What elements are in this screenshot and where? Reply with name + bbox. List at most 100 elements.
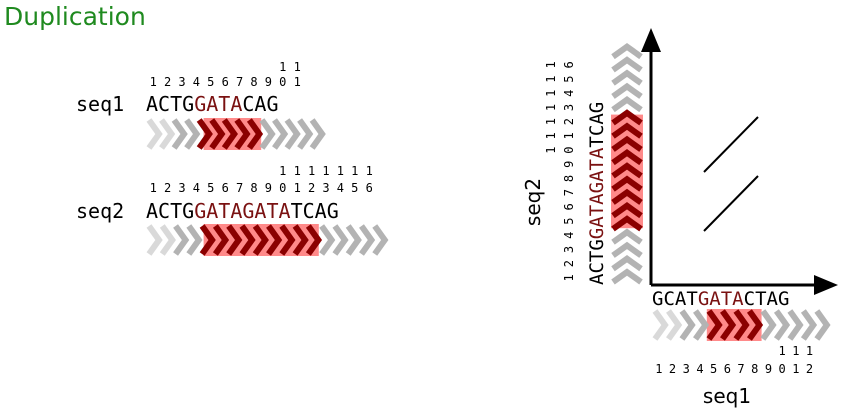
seq2-position-tens-digit: 1 <box>351 164 358 178</box>
y-axis-sequence: ACTGGATAGATATCAG <box>586 102 608 285</box>
x-axis-base: G <box>652 288 663 310</box>
diagram-title: Duplication <box>4 2 146 31</box>
y-axis-chevron-up-icon <box>611 82 643 99</box>
seq2-position-unit-digit: 6 <box>222 181 229 195</box>
y-axis-base: C <box>586 125 608 136</box>
seq1-position-tens-digit: 1 <box>294 60 301 74</box>
seq1-base: A <box>254 92 266 116</box>
seq1-position-tens-digit: 1 <box>279 60 286 74</box>
y-axis-position-unit-digit: 6 <box>562 61 576 68</box>
seq2-chevron-right-icon <box>372 224 389 256</box>
seq1-position-unit-digit: 9 <box>265 75 272 89</box>
y-axis-position-tens-digit: 1 <box>544 104 558 111</box>
seq2-base: A <box>254 199 266 223</box>
y-axis-position-unit-digit: 4 <box>562 232 576 239</box>
y-axis-base: G <box>586 102 608 113</box>
seq1-position-unit-digit: 4 <box>193 75 200 89</box>
x-axis-position-unit-digit: 0 <box>779 362 786 376</box>
seq2-base: A <box>230 199 242 223</box>
seq1-position-unit-digit: 8 <box>250 75 257 89</box>
seq1-chevron-right-icon <box>297 118 314 150</box>
y-axis-base: A <box>586 193 608 205</box>
seq2-chevron-right-icon <box>279 224 296 256</box>
y-axis-position-unit-digit: 7 <box>562 189 576 196</box>
seq2-name-label: seq2 <box>76 199 124 223</box>
y-axis-position-tens-digit: 1 <box>544 118 558 125</box>
y-axis-position-unit-digit: 4 <box>562 90 576 97</box>
y-axis-position-tens-digit: 1 <box>544 61 558 68</box>
x-axis-chevron-right-icon <box>679 309 696 341</box>
seq2-chevron-right-icon <box>266 224 283 256</box>
x-axis-position-unit-digit: 1 <box>655 362 662 376</box>
seq2-base: G <box>242 199 254 223</box>
seq2-position-unit-digit: 9 <box>265 181 272 195</box>
y-axis-position-tens-digit: 1 <box>544 75 558 82</box>
seq2-position-unit-digit: 0 <box>279 181 286 195</box>
x-axis-base: G <box>698 288 709 310</box>
x-axis-chevron-right-icon <box>787 309 804 341</box>
seq1-position-unit-digit: 2 <box>164 75 171 89</box>
y-axis-label: seq2 <box>521 178 545 226</box>
y-axis-position-tens-digit: 1 <box>544 90 558 97</box>
x-axis-position-unit-digit: 6 <box>724 362 731 376</box>
seq1-chevron-right-icon <box>246 118 264 150</box>
x-axis-chevron-right-icon <box>800 309 818 341</box>
y-axis-base: T <box>586 205 608 216</box>
seq2-position-unit-digit: 1 <box>150 181 157 195</box>
x-axis-chevron-right-icon <box>720 309 737 341</box>
y-axis-chevron-up-icon <box>611 215 643 232</box>
x-axis-chevron-right-icon <box>733 309 750 341</box>
seq2-chevron-right-icon <box>305 224 323 256</box>
seq2-base: T <box>291 199 303 223</box>
seq2-position-unit-digit: 3 <box>178 181 185 195</box>
seq2-position-unit-digit: 4 <box>337 181 344 195</box>
seq2-base: C <box>158 199 170 223</box>
y-axis-chevron-up-icon <box>611 69 643 86</box>
diagonal-match-upper <box>703 116 759 173</box>
y-axis-base: T <box>586 251 608 262</box>
seq1-chevron-right-icon <box>272 118 289 150</box>
seq2-base: A <box>279 199 291 223</box>
seq1-base: G <box>182 92 194 116</box>
y-axis-chevron-up-icon <box>611 135 643 152</box>
seq2-chevron-right-icon <box>359 224 376 256</box>
seq2-position-tens-digit: 1 <box>366 164 373 178</box>
seq2-chevron-right-icon <box>319 224 336 256</box>
seq1-chevron-right-icon <box>234 118 251 150</box>
x-axis-chevron-right-icon <box>746 309 764 341</box>
seq1-chevron-right-icon <box>259 118 276 150</box>
seq2-chevron-strip <box>146 224 389 256</box>
y-axis-position-unit-digit: 3 <box>562 246 576 253</box>
seq2-base: A <box>315 199 327 223</box>
x-axis-chevron-right-icon <box>814 309 831 341</box>
x-axis-chevron-right-icon <box>773 309 791 341</box>
x-axis-position-unit-digit: 9 <box>765 362 772 376</box>
seq2-chevron-right-icon <box>345 224 362 256</box>
seq1-base: T <box>170 92 182 116</box>
seq2-position-tens-digit: 1 <box>294 164 301 178</box>
y-axis-base: A <box>586 147 608 159</box>
seq1-chevron-right-icon <box>146 118 163 150</box>
x-axis-base: T <box>686 288 697 310</box>
seq2-chevron-right-icon <box>292 224 309 256</box>
seq1-sequence: ACTGGATACAG <box>146 92 279 116</box>
x-axis-base: A <box>767 288 779 310</box>
x-axis-chevron-strip <box>652 309 831 341</box>
y-axis-base: G <box>586 182 608 193</box>
seq1-chevron-right-icon <box>184 118 201 150</box>
x-axis-chevron-right-icon <box>760 309 777 341</box>
y-axis-position-unit-digit: 3 <box>562 104 576 111</box>
x-axis-position-unit-digit: 4 <box>696 362 703 376</box>
seq2-position-unit-digit: 5 <box>351 181 358 195</box>
y-axis-base: A <box>586 273 608 285</box>
seq2-base: C <box>303 199 315 223</box>
y-axis-position-tens-digit: 1 <box>544 146 558 153</box>
x-axis-position-unit-digit: 5 <box>710 362 717 376</box>
